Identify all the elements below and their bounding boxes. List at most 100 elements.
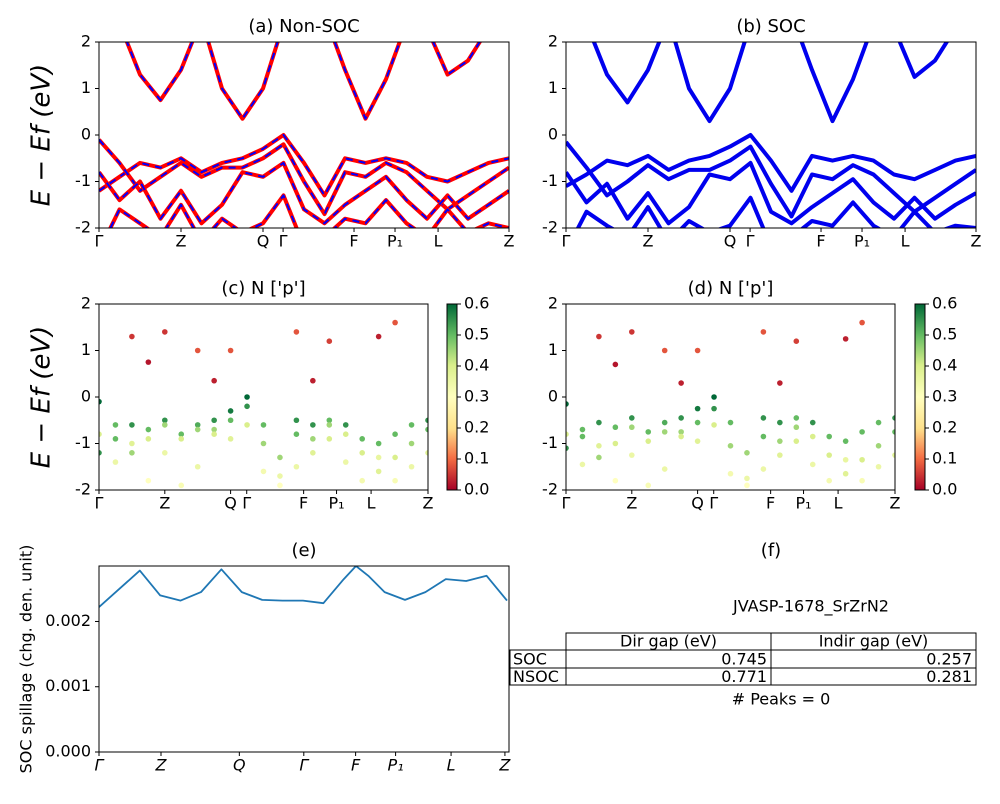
- point: [629, 452, 635, 458]
- point: [629, 424, 635, 431]
- x-tick-label: Γ: [709, 494, 718, 513]
- x-tick-label: Γ: [95, 494, 104, 513]
- point: [859, 429, 865, 435]
- point: [162, 329, 168, 335]
- point: [145, 436, 152, 442]
- point: [727, 419, 734, 426]
- point: [227, 417, 234, 424]
- x-tick-label: Z: [626, 494, 637, 513]
- table-cell: 0.745: [721, 650, 767, 669]
- point: [293, 329, 300, 335]
- plot-area: [99, 42, 509, 228]
- band-line: [99, 133, 509, 198]
- x-tick-label: Z: [159, 494, 170, 513]
- colorbar-tick-label: 0.3: [932, 387, 957, 406]
- point: [612, 440, 619, 447]
- point: [596, 443, 602, 449]
- point: [859, 319, 865, 326]
- colorbar-tick-label: 0.3: [464, 387, 489, 406]
- y-axis-label: E − Ef (eV): [27, 326, 57, 469]
- point: [826, 433, 832, 440]
- band-line: [99, 138, 509, 217]
- point: [777, 380, 783, 386]
- point: [612, 424, 619, 431]
- table-name: JVASP-1678_SrZrN2: [732, 597, 889, 617]
- point: [359, 287, 365, 293]
- point: [760, 415, 767, 421]
- colorbar-tick-label: 0.0: [464, 480, 489, 499]
- point: [227, 347, 234, 354]
- point: [566, 431, 569, 437]
- panel-title: (b) SOC: [736, 16, 805, 37]
- point: [892, 452, 895, 458]
- x-tick-label: Γ: [279, 232, 288, 251]
- point: [596, 454, 602, 461]
- point: [145, 359, 152, 365]
- colorbar-tick-label: 0.0: [932, 480, 957, 499]
- point: [809, 461, 816, 468]
- x-tick-label: Z: [643, 232, 654, 251]
- table-panel-title: (f): [761, 540, 781, 561]
- point: [579, 461, 586, 468]
- y-tick-label: 0.002: [45, 611, 91, 630]
- point: [96, 255, 102, 261]
- point: [842, 438, 849, 444]
- colorbar-tick-label: 0.4: [932, 356, 957, 375]
- axes-frame: [565, 41, 977, 229]
- y-tick-label: -1: [75, 171, 91, 190]
- point: [425, 297, 431, 303]
- axes-frame: [565, 303, 896, 491]
- band-overlay: [109, 194, 509, 228]
- point: [645, 278, 651, 284]
- point: [579, 433, 586, 440]
- point: [244, 422, 250, 428]
- point: [892, 429, 895, 435]
- point: [612, 477, 619, 484]
- point: [596, 419, 602, 426]
- point: [178, 482, 185, 489]
- point: [260, 468, 267, 475]
- axes-frame: [98, 565, 510, 753]
- point: [129, 440, 135, 447]
- point: [629, 415, 635, 421]
- x-tick-label: Z: [176, 232, 187, 251]
- x-tick-label: P₁: [796, 494, 812, 513]
- point: [375, 468, 382, 475]
- table-cell: 0.281: [926, 667, 972, 686]
- band-line: [108, 193, 509, 228]
- point: [661, 429, 668, 435]
- point: [842, 470, 849, 477]
- point: [375, 333, 382, 340]
- point: [425, 450, 428, 456]
- point: [727, 443, 734, 449]
- point: [112, 422, 119, 428]
- y-tick-label: 0: [548, 125, 558, 144]
- x-tick-label: Γ: [746, 232, 755, 251]
- colorbar-tick-label: 0.2: [464, 418, 489, 437]
- point: [875, 443, 882, 449]
- y-tick-label: 2: [81, 294, 91, 313]
- table-cell: 0.771: [721, 667, 767, 686]
- point: [711, 422, 717, 428]
- y-tick-label: 1: [548, 340, 558, 359]
- y-tick-label: -1: [542, 171, 558, 190]
- point: [227, 436, 234, 442]
- point: [326, 436, 333, 442]
- point: [810, 283, 816, 289]
- x-tick-label: P₁: [388, 756, 404, 775]
- point: [178, 431, 185, 438]
- x-tick-label: Z: [504, 232, 515, 251]
- y-axis-label: SOC spillage (chg. den. unit): [17, 545, 36, 774]
- point: [359, 450, 366, 456]
- point: [194, 347, 201, 354]
- point: [777, 438, 783, 444]
- point: [777, 452, 783, 458]
- y-tick-label: -2: [542, 218, 558, 237]
- point: [711, 405, 717, 412]
- plot-area: [566, 278, 895, 489]
- point: [408, 463, 415, 470]
- point: [178, 436, 185, 442]
- band-line: [575, 195, 976, 228]
- point: [580, 283, 586, 289]
- y-tick-label: 0: [81, 387, 91, 406]
